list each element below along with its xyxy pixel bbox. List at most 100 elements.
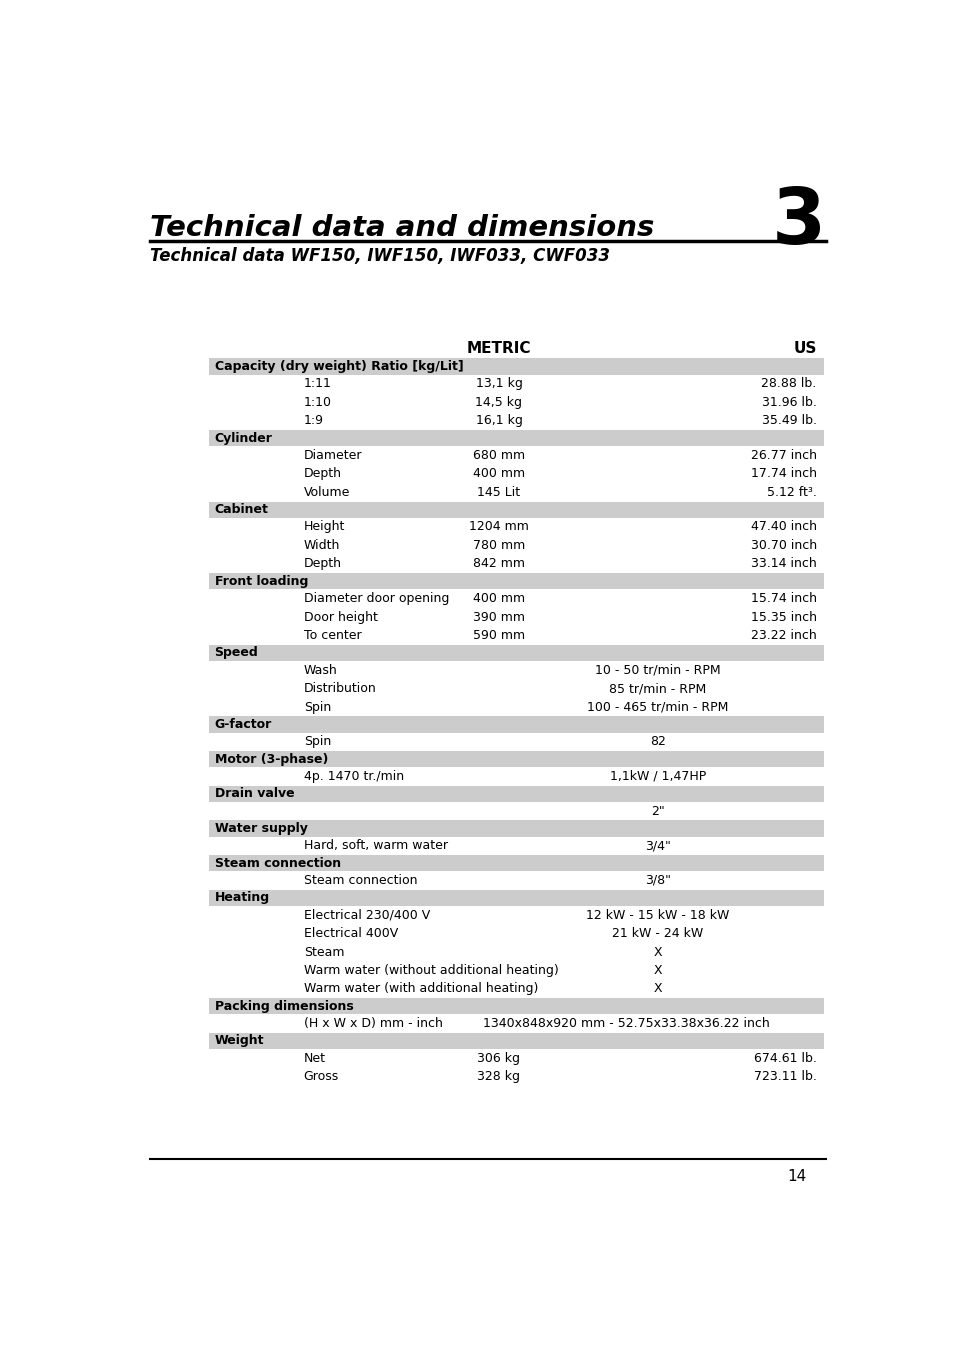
- Text: 674.61 lb.: 674.61 lb.: [753, 1052, 816, 1065]
- Text: 85 tr/min - RPM: 85 tr/min - RPM: [609, 682, 706, 695]
- Bar: [209, 358, 823, 374]
- Text: Water supply: Water supply: [214, 822, 307, 834]
- Bar: [209, 821, 823, 837]
- Text: 100 - 465 tr/min - RPM: 100 - 465 tr/min - RPM: [587, 701, 728, 714]
- Text: 35.49 lb.: 35.49 lb.: [760, 414, 816, 427]
- Text: 590 mm: 590 mm: [473, 629, 524, 643]
- Text: 26.77 inch: 26.77 inch: [750, 448, 816, 462]
- Text: Capacity (dry weight) Ratio [kg/Lit]: Capacity (dry weight) Ratio [kg/Lit]: [214, 360, 463, 373]
- Text: 4p. 1470 tr./min: 4p. 1470 tr./min: [303, 769, 403, 783]
- Text: 33.14 inch: 33.14 inch: [750, 558, 816, 571]
- Text: Diameter door opening: Diameter door opening: [303, 593, 449, 605]
- Text: Hard, soft, warm water: Hard, soft, warm water: [303, 840, 447, 852]
- Text: 1340x848x920 mm - 52.75x33.38x36.22 inch: 1340x848x920 mm - 52.75x33.38x36.22 inch: [483, 1017, 769, 1030]
- Text: To center: To center: [303, 629, 361, 643]
- Text: 1,1kW / 1,47HP: 1,1kW / 1,47HP: [609, 769, 705, 783]
- Bar: [209, 998, 823, 1014]
- Text: Volume: Volume: [303, 486, 350, 500]
- Text: 306 kg: 306 kg: [477, 1052, 520, 1065]
- Text: 17.74 inch: 17.74 inch: [750, 467, 816, 481]
- Text: X: X: [653, 945, 661, 958]
- Bar: [209, 574, 823, 590]
- Text: 3/8": 3/8": [644, 873, 670, 887]
- Text: Technical data and dimensions: Technical data and dimensions: [150, 215, 654, 243]
- Text: Technical data WF150, IWF150, IWF033, CWF033: Technical data WF150, IWF150, IWF033, CW…: [150, 247, 610, 265]
- Text: 145 Lit: 145 Lit: [476, 486, 520, 500]
- Text: Gross: Gross: [303, 1071, 338, 1083]
- Text: Steam connection: Steam connection: [303, 873, 416, 887]
- Text: G-factor: G-factor: [214, 718, 272, 730]
- Text: Weight: Weight: [214, 1034, 264, 1048]
- Bar: [209, 1033, 823, 1049]
- Text: 1:10: 1:10: [303, 396, 332, 409]
- Text: Steam: Steam: [303, 945, 344, 958]
- Text: 12 kW - 15 kW - 18 kW: 12 kW - 15 kW - 18 kW: [585, 909, 729, 922]
- Text: 5.12 ft³.: 5.12 ft³.: [766, 486, 816, 500]
- Bar: [209, 429, 823, 446]
- Text: Wash: Wash: [303, 664, 337, 676]
- Text: Warm water (with additional heating): Warm water (with additional heating): [303, 983, 537, 995]
- Text: 3: 3: [771, 184, 825, 259]
- Text: 328 kg: 328 kg: [477, 1071, 520, 1083]
- Text: Cylinder: Cylinder: [214, 432, 273, 444]
- Text: 28.88 lb.: 28.88 lb.: [760, 377, 816, 390]
- Text: 13,1 kg: 13,1 kg: [475, 377, 522, 390]
- Text: 30.70 inch: 30.70 inch: [750, 539, 816, 552]
- Bar: [209, 751, 823, 767]
- Text: 680 mm: 680 mm: [473, 448, 524, 462]
- Text: 400 mm: 400 mm: [473, 467, 524, 481]
- Text: Door height: Door height: [303, 610, 377, 624]
- Text: 31.96 lb.: 31.96 lb.: [761, 396, 816, 409]
- Text: 23.22 inch: 23.22 inch: [750, 629, 816, 643]
- Text: Spin: Spin: [303, 736, 331, 748]
- Bar: [209, 717, 823, 733]
- Text: Spin: Spin: [303, 701, 331, 714]
- Text: Width: Width: [303, 539, 339, 552]
- Text: Packing dimensions: Packing dimensions: [214, 1000, 353, 1012]
- Text: 16,1 kg: 16,1 kg: [475, 414, 522, 427]
- Text: X: X: [653, 983, 661, 995]
- Text: 780 mm: 780 mm: [473, 539, 524, 552]
- Text: US: US: [793, 340, 816, 355]
- Text: Front loading: Front loading: [214, 575, 308, 587]
- Text: 21 kW - 24 kW: 21 kW - 24 kW: [612, 927, 702, 940]
- Text: X: X: [653, 964, 661, 977]
- Text: Motor (3-phase): Motor (3-phase): [214, 753, 328, 765]
- Text: 47.40 inch: 47.40 inch: [750, 521, 816, 533]
- Text: 2": 2": [650, 805, 664, 818]
- Text: Diameter: Diameter: [303, 448, 362, 462]
- Bar: [209, 890, 823, 906]
- Text: Electrical 230/400 V: Electrical 230/400 V: [303, 909, 430, 922]
- Text: Speed: Speed: [214, 647, 258, 659]
- Text: Distribution: Distribution: [303, 682, 376, 695]
- Text: 10 - 50 tr/min - RPM: 10 - 50 tr/min - RPM: [595, 664, 720, 676]
- Text: Drain valve: Drain valve: [214, 787, 294, 801]
- Text: Depth: Depth: [303, 467, 341, 481]
- Text: Height: Height: [303, 521, 345, 533]
- Text: 842 mm: 842 mm: [473, 558, 524, 571]
- Text: Net: Net: [303, 1052, 325, 1065]
- Bar: [209, 855, 823, 871]
- Text: 15.35 inch: 15.35 inch: [750, 610, 816, 624]
- Text: (H x W x D) mm - inch: (H x W x D) mm - inch: [303, 1017, 442, 1030]
- Text: Warm water (without additional heating): Warm water (without additional heating): [303, 964, 558, 977]
- Text: 82: 82: [649, 736, 665, 748]
- Bar: [209, 786, 823, 802]
- Text: Electrical 400V: Electrical 400V: [303, 927, 397, 940]
- Text: 14,5 kg: 14,5 kg: [475, 396, 522, 409]
- Text: 1:11: 1:11: [303, 377, 332, 390]
- Text: 723.11 lb.: 723.11 lb.: [753, 1071, 816, 1083]
- Text: METRIC: METRIC: [466, 340, 531, 355]
- Text: 390 mm: 390 mm: [473, 610, 524, 624]
- Bar: [209, 502, 823, 518]
- Text: Depth: Depth: [303, 558, 341, 571]
- Text: Steam connection: Steam connection: [214, 857, 340, 869]
- Text: Cabinet: Cabinet: [214, 504, 268, 516]
- Text: 1204 mm: 1204 mm: [469, 521, 528, 533]
- Text: 15.74 inch: 15.74 inch: [750, 593, 816, 605]
- Text: 1:9: 1:9: [303, 414, 323, 427]
- Text: 400 mm: 400 mm: [473, 593, 524, 605]
- Text: 14: 14: [787, 1169, 806, 1184]
- Bar: [209, 645, 823, 662]
- Text: 3/4": 3/4": [644, 840, 670, 852]
